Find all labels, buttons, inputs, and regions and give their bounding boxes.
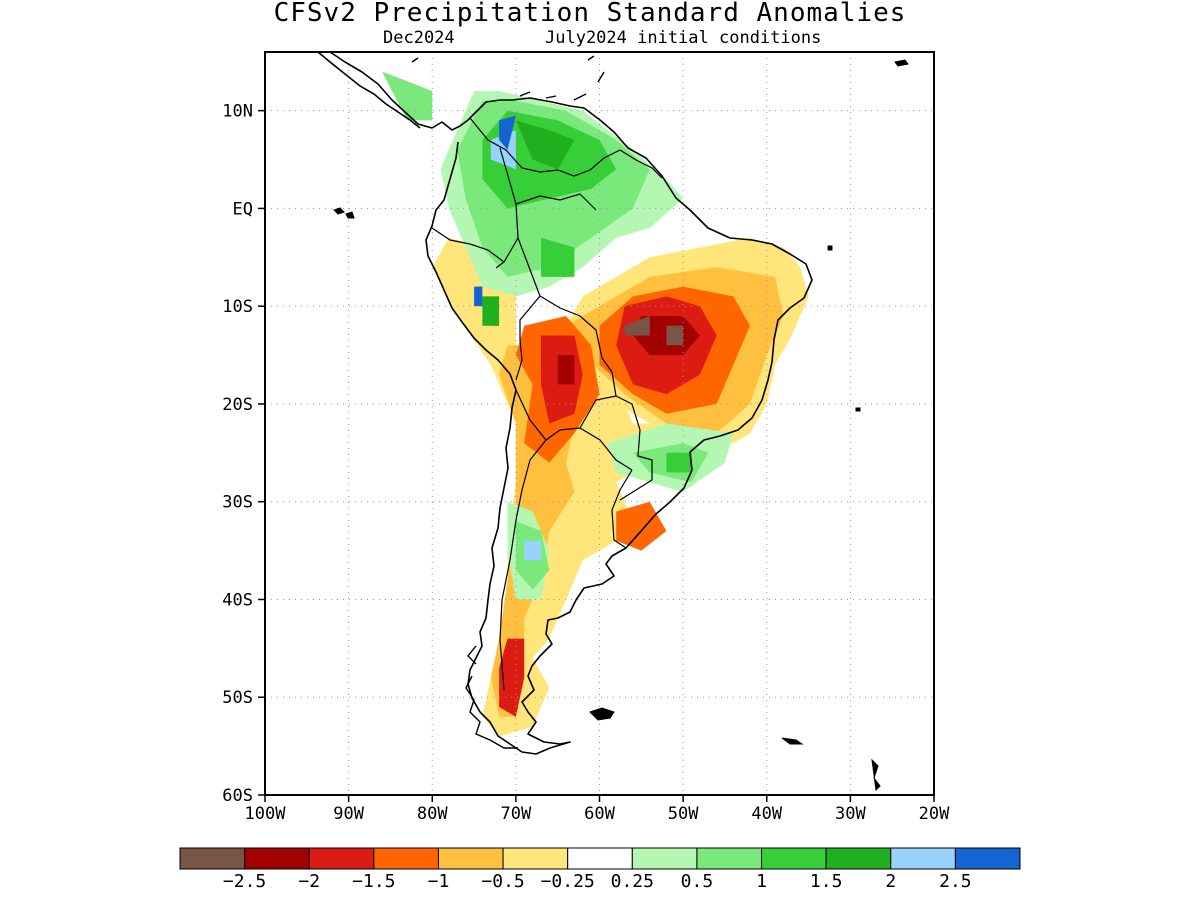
- legend-swatch: [825, 847, 892, 870]
- legend-label: −0.5: [481, 871, 524, 892]
- anomaly-region-gt_1: [666, 452, 692, 473]
- latitude-label: 30S: [222, 493, 253, 513]
- anomaly-region-lt_-2.5: [624, 316, 650, 336]
- atlantic-islands: [827, 59, 909, 792]
- longitude-label: 50W: [668, 804, 699, 824]
- legend-swatch: [437, 847, 504, 870]
- legend-label: −2: [298, 871, 320, 892]
- initial-conditions-label: July2024 initial conditions: [545, 28, 822, 48]
- anomaly-region-gt_0.5: [382, 71, 433, 121]
- legend-swatch: [954, 847, 1021, 870]
- anomaly-region-gt_2.5: [499, 115, 516, 150]
- longitude-label: 30W: [835, 804, 866, 824]
- longitude-label: 70W: [501, 804, 532, 824]
- longitude-label: 20W: [919, 804, 950, 824]
- anomaly-region-lt_-2: [557, 355, 575, 385]
- coastlines-and-borders: [317, 52, 909, 792]
- south-america-coastline: [329, 52, 813, 755]
- anomaly-region-gt_1.5: [482, 296, 500, 326]
- forecast-month: Dec2024: [383, 28, 455, 48]
- legend-swatch: [244, 847, 310, 870]
- central-america-coastline: [317, 52, 421, 129]
- legend-label: −0.25: [541, 871, 595, 892]
- falkland-islands: [589, 707, 615, 721]
- legend-label: 0.25: [611, 871, 654, 892]
- latitude-label: 20S: [222, 395, 253, 415]
- latitude-label: 40S: [222, 590, 253, 610]
- legend-label: 1: [756, 871, 767, 892]
- tierra-del-fuego-archipelago: [465, 645, 518, 749]
- legend-swatch: [179, 847, 246, 870]
- anomaly-region-lt_-2.5: [666, 325, 684, 346]
- legend-swatch: [696, 847, 763, 870]
- country-borders: [431, 117, 663, 691]
- latitude-label: 60S: [222, 786, 253, 806]
- legend-label: 1.5: [810, 871, 843, 892]
- legend-label: −2.5: [223, 871, 266, 892]
- color-legend: −2.5 −2 −1.5 −1 −0.5 −0.25 0.25 0.5 1 1.5 2 2.5: [179, 847, 1021, 892]
- anomaly-region-gt_1.5: [515, 120, 575, 170]
- anomaly-region-gt_2.5: [474, 286, 483, 307]
- legend-swatch: [308, 847, 375, 870]
- legend-swatch: [373, 847, 439, 870]
- latitude-label: EQ: [233, 199, 253, 219]
- south-georgia: [781, 737, 804, 745]
- legend-swatch: [631, 847, 698, 870]
- caribbean-islands: [411, 55, 605, 101]
- anomaly-region-gt_2: [524, 540, 541, 561]
- legend-label: −1.5: [352, 871, 395, 892]
- legend-swatch: [761, 847, 827, 870]
- anomaly-field: [382, 71, 809, 737]
- legend-swatch: [567, 847, 633, 870]
- legend-label: 2: [885, 871, 896, 892]
- latitude-label: 10S: [222, 297, 253, 317]
- longitude-label: 80W: [417, 804, 448, 824]
- longitude-label: 100W: [245, 804, 287, 824]
- longitude-label: 60W: [584, 804, 615, 824]
- latitude-label: 50S: [222, 688, 253, 708]
- anomaly-region-lt_-1: [616, 501, 667, 551]
- legend-label: −1: [428, 871, 450, 892]
- legend-swatch: [890, 847, 956, 870]
- longitude-label: 40W: [751, 804, 782, 824]
- chart-title: CFSv2 Precipitation Standard Anomalies: [273, 0, 907, 28]
- legend-swatch: [502, 847, 569, 870]
- anomaly-region-gt_1: [541, 237, 575, 277]
- longitude-label: 90W: [333, 804, 364, 824]
- legend-label: 0.5: [681, 871, 714, 892]
- legend-label: 2.5: [939, 871, 972, 892]
- latitude-label: 10N: [222, 102, 253, 122]
- galapagos-islands: [333, 207, 355, 219]
